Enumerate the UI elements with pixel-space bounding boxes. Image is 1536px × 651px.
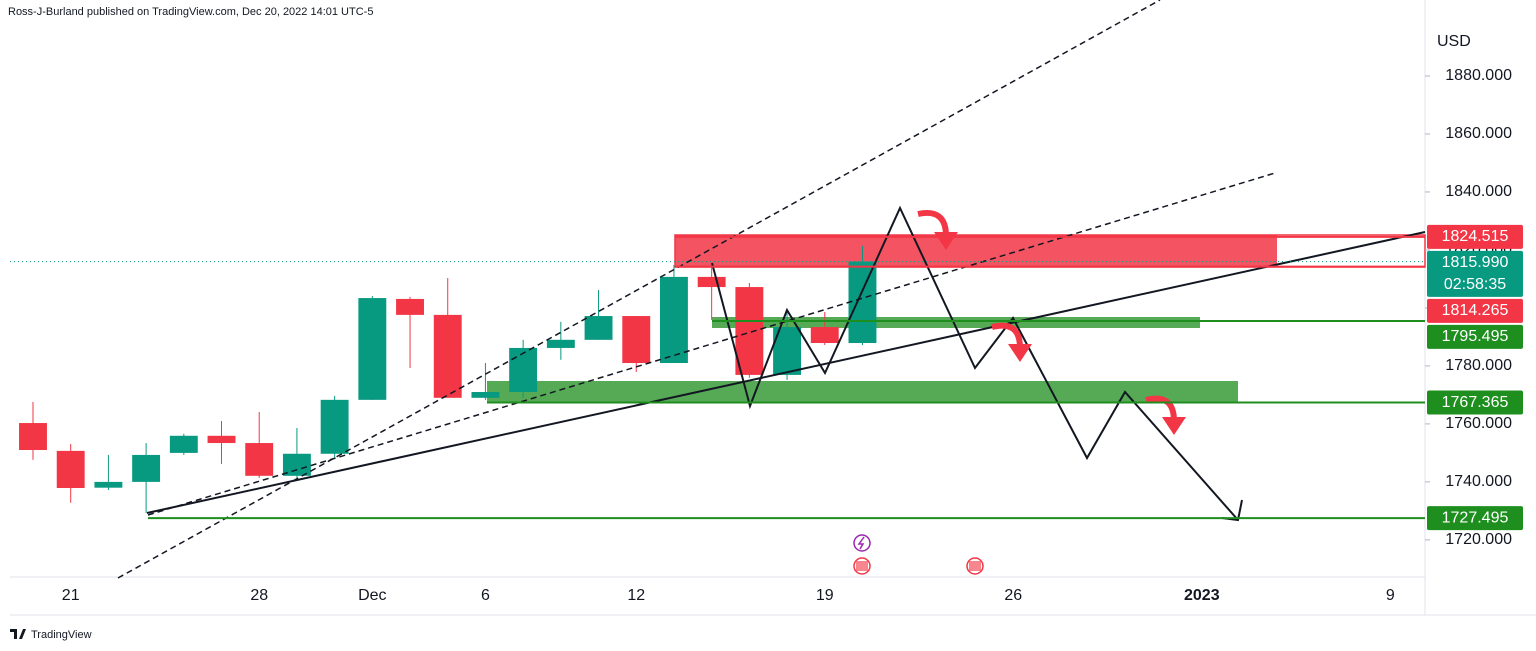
price-label-box <box>1427 324 1523 349</box>
candle-body <box>169 435 198 453</box>
candle-body <box>94 481 123 488</box>
logo <box>10 629 26 639</box>
candle-body <box>358 298 387 400</box>
candle-body <box>245 443 274 476</box>
flag-icon <box>969 561 981 571</box>
red-arrow <box>991 322 1023 349</box>
price-label: 1824.515 <box>1442 228 1509 245</box>
price-label-box <box>1427 298 1523 323</box>
dashed-trendline <box>147 172 1276 516</box>
event-icon <box>857 536 865 550</box>
supply-zone <box>675 235 1277 267</box>
x-tick-label: 2023 <box>1184 587 1220 604</box>
drawings <box>117 0 1426 579</box>
candle-body <box>509 347 538 393</box>
candle-body <box>471 392 500 398</box>
price-label: 1767.365 <box>1442 394 1509 411</box>
price-label: 1795.495 <box>1442 328 1509 345</box>
red-arrow-head <box>1008 344 1032 362</box>
x-tick-label: 19 <box>816 587 834 604</box>
y-tick-label: 1760.000 <box>1445 415 1512 432</box>
candle-body <box>396 298 424 315</box>
axis: 1720.0001740.0001760.0001780.0001800.000… <box>62 67 1512 604</box>
price-label: 1727.495 <box>1442 509 1509 526</box>
flag-icon <box>856 561 868 571</box>
price-label-box <box>1427 224 1523 249</box>
event-icon <box>853 534 871 552</box>
candle-body <box>433 314 462 398</box>
x-tick-label: Dec <box>358 587 386 604</box>
candles <box>19 245 877 513</box>
currency-label: USD <box>1437 33 1471 50</box>
publisher-caption: Ross-J-Burland published on TradingView.… <box>8 6 373 18</box>
footer-brand: TradingView <box>31 629 92 641</box>
candle-body <box>848 261 877 344</box>
candle-body <box>320 399 349 454</box>
y-tick-label: 1880.000 <box>1445 67 1512 84</box>
x-tick-label: 21 <box>62 587 80 604</box>
candle-body <box>584 316 613 340</box>
price-label-box <box>1427 250 1523 297</box>
dashed-trendline <box>117 0 1161 579</box>
candle-body <box>697 276 726 288</box>
x-tick-label: 26 <box>1004 587 1022 604</box>
candle-body <box>207 435 236 444</box>
candle-body <box>810 327 839 344</box>
red-arrow <box>917 210 949 237</box>
candle-body <box>660 276 688 364</box>
candle-body <box>282 453 311 476</box>
candle-body <box>56 450 85 488</box>
demand-zone <box>712 317 1200 328</box>
y-tick-label: 1860.000 <box>1445 125 1512 142</box>
y-tick-label: 1840.000 <box>1445 183 1512 200</box>
candle-body <box>735 287 764 375</box>
candle-body <box>622 316 651 364</box>
x-tick-label: 28 <box>250 587 268 604</box>
x-tick-label: 12 <box>627 587 645 604</box>
price-label-box <box>1427 390 1523 415</box>
x-tick-label: 6 <box>481 587 490 604</box>
price-label: 1814.265 <box>1442 302 1509 319</box>
event-icons <box>853 534 984 575</box>
y-tick-label: 1740.000 <box>1445 473 1512 490</box>
x-tick-label: 9 <box>1386 587 1395 604</box>
candle-body <box>132 454 161 482</box>
price-label-box <box>1427 506 1523 531</box>
candle-body <box>19 423 47 451</box>
projected-path <box>711 205 1239 521</box>
y-tick-label: 1780.000 <box>1445 357 1512 374</box>
countdown-label: 02:58:35 <box>1444 276 1506 293</box>
y-tick-label: 1720.000 <box>1445 531 1512 548</box>
candle-body <box>546 339 575 348</box>
red-arrow-head <box>1162 417 1186 435</box>
price-label: 1815.990 <box>1442 254 1509 271</box>
trendline <box>146 231 1426 514</box>
